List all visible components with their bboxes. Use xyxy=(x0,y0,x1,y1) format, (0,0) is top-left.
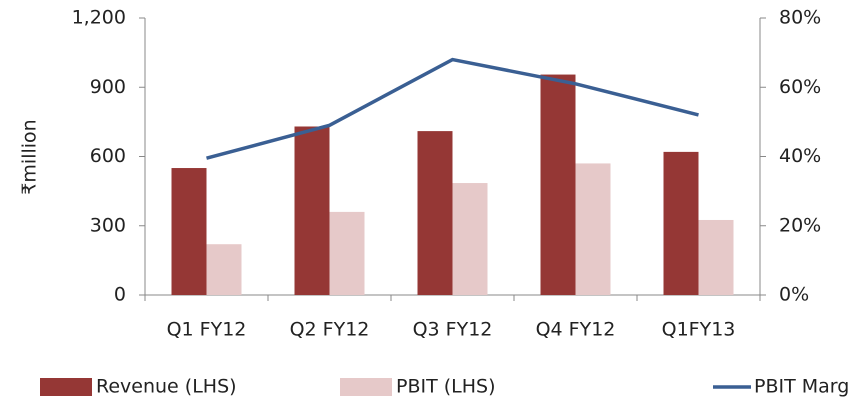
legend-swatch xyxy=(340,378,392,396)
x-tick-label: Q3 FY12 xyxy=(413,319,493,341)
bar xyxy=(575,163,611,295)
x-tick-label: Q2 FY12 xyxy=(290,319,370,341)
y2-tick-label: 40% xyxy=(779,145,821,167)
y2-tick-label: 80% xyxy=(779,7,821,29)
bar xyxy=(452,183,488,295)
line xyxy=(206,57,699,160)
x-tick-label: Q1 FY12 xyxy=(167,319,247,341)
y-tick-label: 0 xyxy=(114,284,126,306)
y2-tick-label: 20% xyxy=(779,214,821,236)
y-tick-label: 900 xyxy=(90,76,126,98)
y-tick-label: 300 xyxy=(90,214,126,236)
legend-label: Revenue (LHS) xyxy=(96,376,237,398)
bar xyxy=(206,244,242,295)
x-tick-label: Q1FY13 xyxy=(662,319,736,341)
bar xyxy=(698,219,734,295)
bar xyxy=(540,74,576,295)
bar xyxy=(663,151,699,295)
y2-tick-label: 60% xyxy=(779,76,821,98)
bar xyxy=(294,126,330,295)
y-tick-label: 600 xyxy=(90,145,126,167)
y-axis-label: ₹million xyxy=(19,119,41,194)
bar xyxy=(171,168,207,295)
y2-tick-label: 0% xyxy=(779,284,809,306)
x-tick-label: Q4 FY12 xyxy=(536,319,616,341)
legend-swatch xyxy=(40,378,92,396)
bar xyxy=(329,211,365,295)
y-tick-label: 1,200 xyxy=(72,7,126,29)
legend-label: PBIT (LHS) xyxy=(396,376,496,398)
legend-label: PBIT Margin (RHS) xyxy=(754,376,848,398)
bar xyxy=(417,131,453,295)
